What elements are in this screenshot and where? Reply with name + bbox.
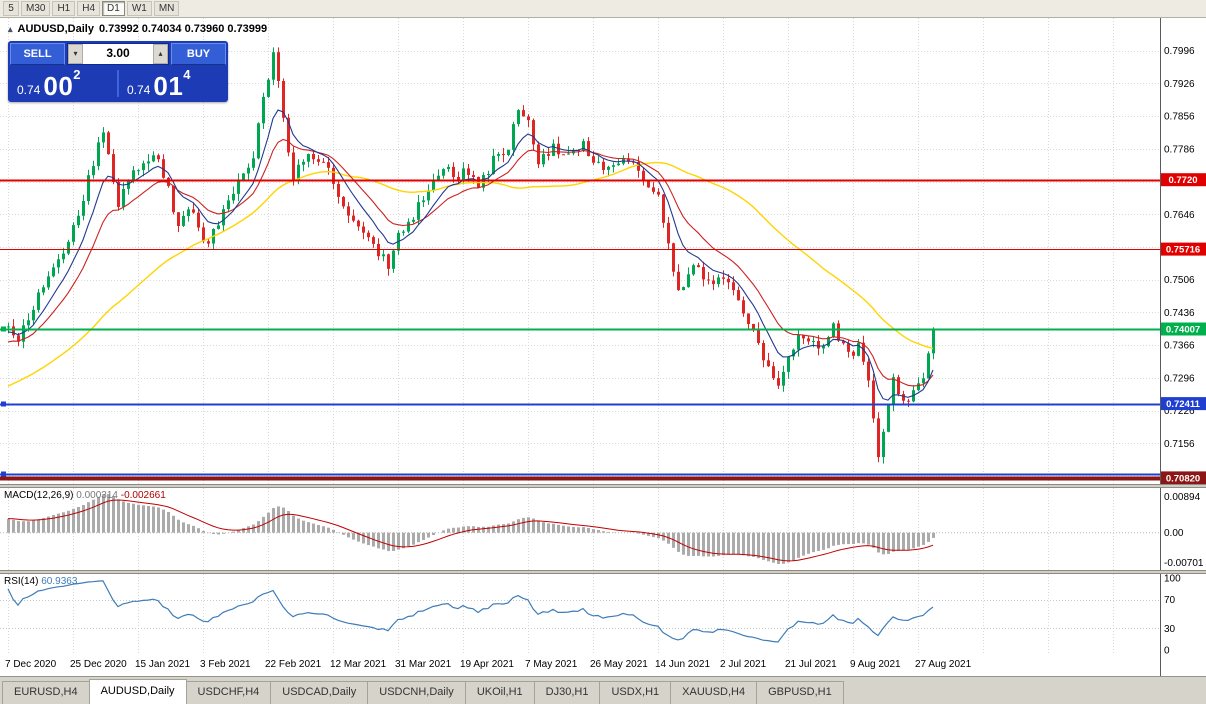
macd-value-signal: -0.002661	[120, 490, 166, 501]
date-label: 15 Jan 2021	[135, 659, 191, 670]
date-label: 19 Apr 2021	[460, 659, 514, 670]
date-label: 21 Jul 2021	[785, 659, 837, 670]
timeframe-toolbar: 5 M30 H1 H4 D1 W1 MN	[0, 0, 1206, 18]
date-label: 7 May 2021	[525, 659, 578, 670]
svg-text:0.7926: 0.7926	[1164, 79, 1195, 90]
date-label: 14 Jun 2021	[655, 659, 711, 670]
chart-symbol: AUDUSD,Daily	[17, 23, 94, 35]
date-label: 25 Dec 2020	[70, 659, 127, 670]
date-label: 26 May 2021	[590, 659, 648, 670]
date-label: 22 Feb 2021	[265, 659, 322, 670]
chart-tab-USDCNH-Daily[interactable]: USDCNH,Daily	[367, 681, 466, 704]
svg-text:0.7506: 0.7506	[1164, 275, 1195, 286]
chart-tab-USDCHF-H4[interactable]: USDCHF,H4	[185, 681, 272, 704]
panel-divider-macd[interactable]	[0, 484, 1206, 488]
volume-increase-button[interactable]: ▴	[153, 44, 168, 64]
buy-price[interactable]: 0.74 01 4	[120, 67, 226, 100]
svg-text:100: 100	[1164, 574, 1181, 585]
volume-decrease-button[interactable]: ▾	[68, 44, 83, 64]
panel-divider-rsi[interactable]	[0, 570, 1206, 574]
buy-price-pips: 01	[153, 71, 184, 101]
svg-text:30: 30	[1164, 624, 1176, 635]
chart-tab-EURUSD-H4[interactable]: EURUSD,H4	[2, 681, 90, 704]
chart-tab-USDX-H1[interactable]: USDX,H1	[599, 681, 672, 704]
one-click-trading-panel: SELL ▾ 3.00 ▴ BUY 0.74 00 2 0.74 01 4	[8, 41, 228, 102]
timeframe-button-H4[interactable]: H4	[77, 1, 101, 16]
svg-text:0.70820: 0.70820	[1166, 473, 1200, 484]
date-label: 31 Mar 2021	[395, 659, 452, 670]
svg-text:0: 0	[1164, 646, 1170, 655]
chart-title: ▴ AUDUSD,Daily 0.73992 0.74034 0.73960 0…	[8, 23, 267, 35]
svg-text:0.7366: 0.7366	[1164, 341, 1195, 352]
timeframe-button-5[interactable]: 5	[3, 1, 19, 16]
chart-tabs: EURUSD,H4 AUDUSD,Daily USDCHF,H4 USDCAD,Dai…	[0, 676, 1206, 704]
rsi-title: RSI(14)	[4, 576, 39, 587]
buy-button[interactable]: BUY	[171, 43, 226, 65]
svg-text:0.74007: 0.74007	[1166, 324, 1200, 335]
date-label: 7 Dec 2020	[5, 659, 57, 670]
svg-text:0.75716: 0.75716	[1166, 245, 1200, 256]
rsi-chart: 100 70 30 0	[0, 574, 1206, 654]
buy-price-pipette: 4	[183, 67, 191, 82]
price-divider	[117, 70, 119, 97]
svg-text:0.7720: 0.7720	[1168, 175, 1197, 186]
date-label: 12 Mar 2021	[330, 659, 387, 670]
macd-title: MACD(12,26,9)	[4, 490, 74, 501]
timeframe-button-M30[interactable]: M30	[21, 1, 51, 16]
one-click-toggle-icon[interactable]: ▴	[8, 23, 13, 34]
svg-text:0.7296: 0.7296	[1164, 373, 1195, 384]
macd-label: MACD(12,26,9) 0.000314 -0.002661	[4, 490, 166, 501]
timeframe-button-H1[interactable]: H1	[52, 1, 76, 16]
volume-input[interactable]: 3.00	[106, 46, 130, 60]
svg-text:0.00894: 0.00894	[1164, 492, 1201, 503]
macd-panel[interactable]: 0.00894 0.00 -0.00701 MACD(12,26,9) 0.0003…	[0, 488, 1206, 570]
macd-value-main: 0.000314	[76, 490, 118, 501]
time-axis[interactable]: 7 Dec 2020 25 Dec 2020 15 Jan 2021 3 Feb 20…	[0, 654, 1206, 676]
svg-text:0.72411: 0.72411	[1166, 399, 1201, 410]
svg-text:0.7226: 0.7226	[1164, 406, 1195, 417]
chart-tab-USDCAD-Daily[interactable]: USDCAD,Daily	[270, 681, 369, 704]
rsi-value: 60.9363	[41, 576, 78, 587]
timeframe-button-MN[interactable]: MN	[153, 1, 180, 16]
macd-chart: 0.00894 0.00 -0.00701	[0, 488, 1206, 570]
svg-text:0.7156: 0.7156	[1164, 439, 1195, 450]
date-label: 2 Jul 2021	[720, 659, 767, 670]
axis-separator	[1160, 654, 1161, 676]
svg-text:0.7436: 0.7436	[1164, 308, 1195, 319]
svg-text:0.7786: 0.7786	[1164, 144, 1195, 155]
chart-tab-DJ30-H1[interactable]: DJ30,H1	[533, 681, 601, 704]
date-label: 3 Feb 2021	[200, 659, 251, 670]
sell-price-pipette: 2	[73, 67, 81, 82]
svg-text:70: 70	[1164, 595, 1176, 606]
svg-text:0.00: 0.00	[1164, 528, 1184, 539]
date-label: 27 Aug 2021	[915, 659, 972, 670]
chart-ohlc: 0.73992 0.74034 0.73960 0.73999	[98, 23, 268, 35]
sell-price[interactable]: 0.74 00 2	[10, 67, 116, 100]
buy-price-base: 0.74	[127, 83, 151, 97]
chart-tab-AUDUSD-Daily[interactable]: AUDUSD,Daily	[88, 679, 187, 704]
svg-text:0.7996: 0.7996	[1164, 46, 1195, 57]
rsi-label: RSI(14) 60.9363	[4, 576, 77, 587]
rsi-panel[interactable]: 100 70 30 0 RSI(14) 60.9363	[0, 574, 1206, 654]
sell-button[interactable]: SELL	[10, 43, 65, 65]
chart-tab-UKOil-H1[interactable]: UKOil,H1	[464, 681, 535, 704]
sell-price-base: 0.74	[17, 83, 41, 97]
timeframe-button-W1[interactable]: W1	[126, 1, 152, 16]
timeframe-button-D1[interactable]: D1	[102, 1, 125, 16]
sell-price-pips: 00	[43, 71, 74, 101]
date-label: 9 Aug 2021	[850, 659, 901, 670]
volume-stepper: ▾ 3.00 ▴	[67, 43, 169, 65]
svg-text:-0.00701: -0.00701	[1164, 558, 1204, 569]
svg-text:0.7856: 0.7856	[1164, 112, 1195, 123]
svg-text:0.7646: 0.7646	[1164, 210, 1195, 221]
chart-tab-XAUUSD-H4[interactable]: XAUUSD,H4	[670, 681, 758, 704]
chart-tab-GBPUSD-H1[interactable]: GBPUSD,H1	[756, 681, 844, 704]
main-chart-panel[interactable]: 0.7996 0.7926 0.7856 0.7786 0.7646 0.7506 0.74…	[0, 18, 1206, 484]
